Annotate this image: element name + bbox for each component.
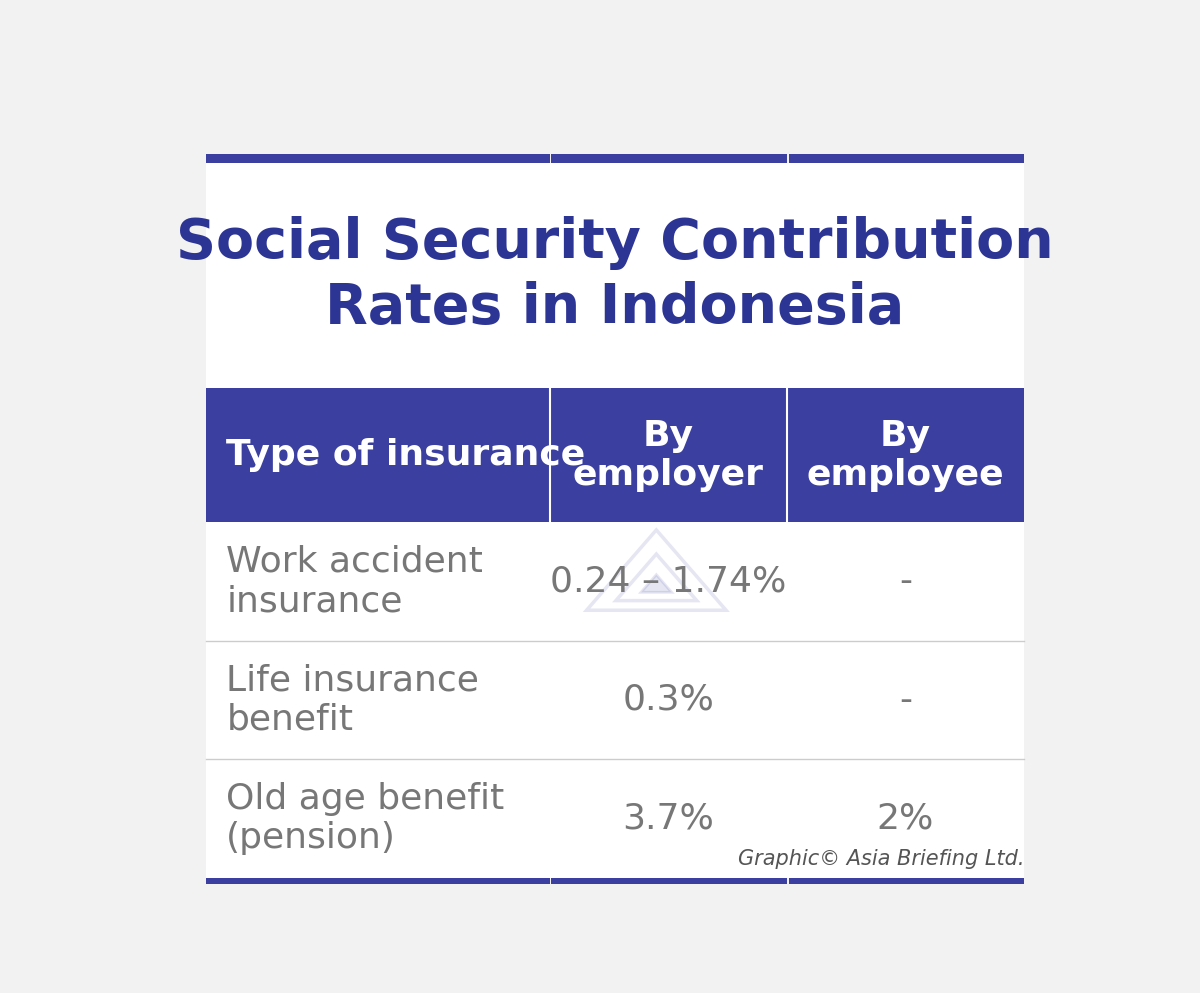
Text: -: - bbox=[899, 683, 912, 717]
Text: 3.7%: 3.7% bbox=[623, 801, 714, 835]
Bar bbox=[788, 878, 1024, 887]
Text: 0.3%: 0.3% bbox=[623, 683, 714, 717]
Bar bbox=[206, 154, 550, 163]
Text: -: - bbox=[899, 564, 912, 599]
Text: 2%: 2% bbox=[877, 801, 935, 835]
Text: 0.24 – 1.74%: 0.24 – 1.74% bbox=[550, 564, 786, 599]
Text: Work accident
insurance: Work accident insurance bbox=[227, 545, 484, 618]
Bar bbox=[551, 878, 787, 887]
Text: Social Security Contribution
Rates in Indonesia: Social Security Contribution Rates in In… bbox=[176, 216, 1054, 335]
Bar bbox=[206, 522, 1024, 878]
Text: Graphic© Asia Briefing Ltd.: Graphic© Asia Briefing Ltd. bbox=[738, 849, 1024, 869]
Bar bbox=[206, 163, 1024, 388]
Text: Type of insurance: Type of insurance bbox=[227, 438, 586, 473]
Bar bbox=[206, 878, 550, 887]
Text: By
employer: By employer bbox=[572, 418, 763, 492]
Bar bbox=[206, 388, 1024, 522]
Bar bbox=[788, 154, 1024, 163]
Text: Life insurance
benefit: Life insurance benefit bbox=[227, 663, 479, 737]
Text: By
employee: By employee bbox=[806, 418, 1004, 492]
Polygon shape bbox=[641, 575, 672, 593]
Text: Old age benefit
(pension): Old age benefit (pension) bbox=[227, 781, 504, 855]
Bar bbox=[551, 154, 787, 163]
